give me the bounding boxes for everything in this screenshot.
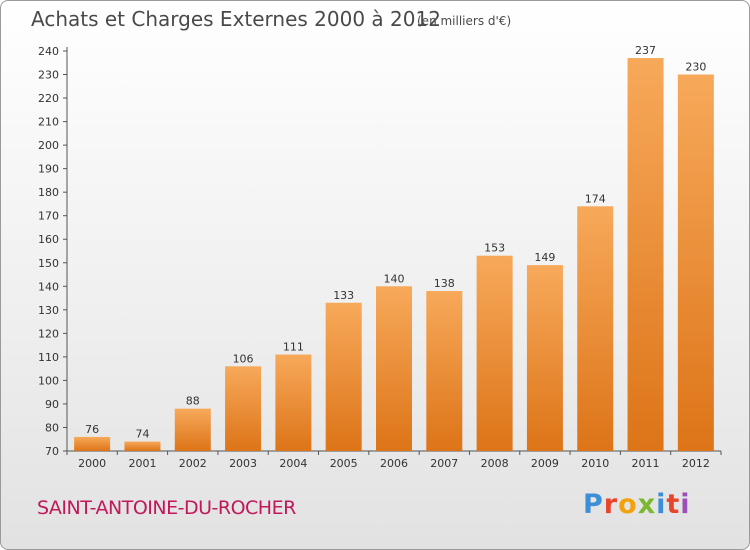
bar-2006 bbox=[376, 286, 412, 451]
bar-2000 bbox=[74, 436, 111, 451]
y-tick-label: 220 bbox=[38, 92, 59, 105]
y-tick-label: 140 bbox=[38, 280, 59, 293]
y-tick-label: 190 bbox=[38, 163, 59, 176]
value-label: 111 bbox=[283, 341, 304, 354]
x-tick-label: 2003 bbox=[229, 457, 257, 470]
value-label: 133 bbox=[333, 289, 354, 302]
y-tick-label: 210 bbox=[38, 116, 59, 129]
chart-subtitle: (en milliers d'€) bbox=[417, 14, 512, 28]
y-tick-label: 230 bbox=[38, 69, 59, 82]
bar-2008 bbox=[476, 255, 513, 451]
value-label: 153 bbox=[484, 242, 505, 255]
value-label: 106 bbox=[233, 352, 254, 365]
value-label: 230 bbox=[685, 61, 706, 74]
bar-2002 bbox=[174, 408, 211, 451]
value-label: 74 bbox=[135, 428, 149, 441]
x-tick-label: 2000 bbox=[78, 457, 106, 470]
x-tick-label: 2010 bbox=[581, 457, 609, 470]
bar-2001 bbox=[124, 441, 161, 451]
y-tick-label: 130 bbox=[38, 304, 59, 317]
value-label: 149 bbox=[534, 251, 555, 264]
x-tick-label: 2002 bbox=[179, 457, 207, 470]
x-tick-label: 2008 bbox=[481, 457, 509, 470]
y-tick-label: 170 bbox=[38, 210, 59, 223]
y-tick-label: 200 bbox=[38, 139, 59, 152]
value-label: 140 bbox=[384, 272, 405, 285]
x-tick-label: 2009 bbox=[531, 457, 559, 470]
x-tick-label: 2011 bbox=[632, 457, 660, 470]
commune-name: SAINT-ANTOINE-DU-ROCHER bbox=[37, 497, 296, 519]
value-label: 138 bbox=[434, 277, 455, 290]
y-tick-label: 90 bbox=[45, 398, 59, 411]
y-tick-label: 240 bbox=[38, 45, 59, 58]
y-tick-label: 70 bbox=[45, 445, 59, 458]
x-tick-label: 2004 bbox=[279, 457, 307, 470]
bar-2010 bbox=[577, 206, 614, 451]
value-label: 76 bbox=[85, 423, 99, 436]
y-tick-label: 150 bbox=[38, 257, 59, 270]
proxiti-logo: Proxiti bbox=[583, 489, 691, 520]
bar-2011 bbox=[627, 58, 664, 451]
value-label: 237 bbox=[635, 44, 656, 57]
bar-2009 bbox=[526, 265, 563, 451]
y-tick-label: 110 bbox=[38, 351, 59, 364]
value-label: 174 bbox=[585, 192, 606, 205]
x-tick-label: 2007 bbox=[430, 457, 458, 470]
bar-2012 bbox=[677, 74, 714, 451]
y-tick-label: 180 bbox=[38, 186, 59, 199]
x-tick-label: 2006 bbox=[380, 457, 408, 470]
y-tick-label: 80 bbox=[45, 421, 59, 434]
x-tick-label: 2012 bbox=[682, 457, 710, 470]
x-tick-label: 2005 bbox=[330, 457, 358, 470]
x-tick-label: 2001 bbox=[128, 457, 156, 470]
y-tick-label: 160 bbox=[38, 233, 59, 246]
bar-2007 bbox=[426, 291, 463, 451]
bar-2005 bbox=[325, 302, 362, 451]
value-label: 88 bbox=[186, 395, 200, 408]
y-tick-label: 120 bbox=[38, 327, 59, 340]
chart-title: Achats et Charges Externes 2000 à 2012 bbox=[31, 7, 441, 31]
y-tick-label: 100 bbox=[38, 374, 59, 387]
bar-2004 bbox=[275, 354, 312, 451]
bar-2003 bbox=[225, 366, 262, 451]
